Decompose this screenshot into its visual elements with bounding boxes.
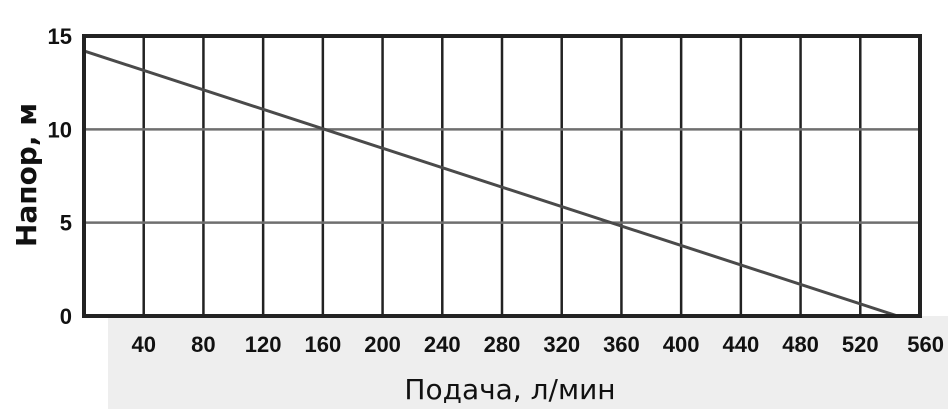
- x-tick-label: 40: [131, 332, 155, 357]
- x-tick-label: 120: [245, 332, 282, 357]
- x-tick-labels: 40 80 120 160 200 240 280 320 360 400 440 480 520 560: [131, 332, 944, 357]
- y-axis-label: Напор, м: [10, 103, 43, 247]
- series-line: [83, 49, 899, 318]
- plot-frame: [82, 34, 922, 318]
- y-tick-label: 10: [48, 117, 72, 142]
- x-tick-label: 560: [907, 332, 944, 357]
- x-tick-label: 480: [782, 332, 819, 357]
- y-tick-label: 15: [48, 24, 72, 49]
- y-tick-labels: 15 10 5 0: [48, 24, 72, 329]
- x-tick-label: 80: [191, 332, 215, 357]
- x-tick-label: 160: [304, 332, 341, 357]
- y-tick-label: 5: [60, 211, 72, 236]
- x-tick-label: 520: [842, 332, 879, 357]
- x-axis-label: Подача, л/мин: [404, 373, 615, 406]
- x-axis-band: [108, 316, 948, 409]
- grid-lines: [84, 36, 920, 316]
- x-tick-label: 240: [424, 332, 461, 357]
- y-tick-label: 0: [60, 304, 72, 329]
- x-tick-label: 200: [364, 332, 401, 357]
- x-tick-label: 400: [663, 332, 700, 357]
- x-tick-label: 440: [722, 332, 759, 357]
- x-tick-label: 280: [484, 332, 521, 357]
- x-tick-label: 320: [543, 332, 580, 357]
- x-tick-label: 360: [603, 332, 640, 357]
- series-group: [83, 49, 899, 318]
